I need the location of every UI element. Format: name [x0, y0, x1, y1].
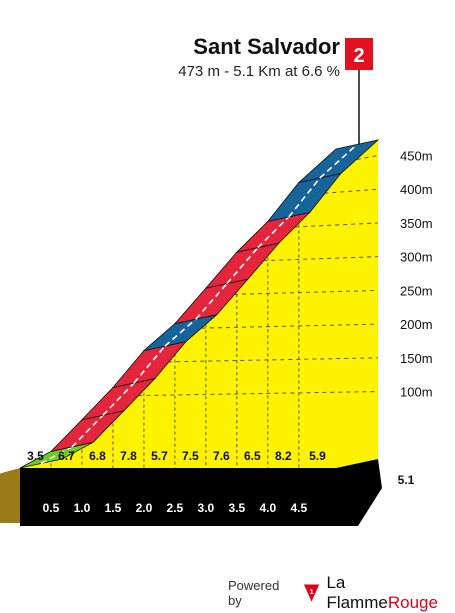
elevation-tick-label: 300m — [400, 250, 433, 265]
gradient-label: 5.7 — [151, 449, 168, 463]
gradient-label: 6.7 — [58, 449, 75, 463]
flame-rouge-flag-icon: 1 — [304, 584, 320, 602]
grid-line — [234, 289, 379, 295]
powered-by-label: Powered by — [228, 578, 280, 608]
elevation-tick-label: 350m — [400, 216, 433, 231]
base-strip — [20, 459, 382, 526]
grid-line — [168, 357, 379, 363]
km-label: 3.5 — [229, 501, 246, 515]
km-label: 0.5 — [43, 501, 60, 515]
km-label: 2.0 — [136, 501, 153, 515]
road-centerline — [40, 446, 73, 465]
gradient-label: 7.8 — [120, 449, 137, 463]
footer-brand: Powered by 1 La FlammeRouge — [228, 573, 455, 612]
climb-title: Sant Salvador — [193, 34, 340, 59]
grid-line — [263, 256, 379, 262]
km-label: 1.0 — [74, 501, 91, 515]
gradient-label: 3.5 — [27, 449, 44, 463]
gradient-label: 6.8 — [89, 449, 106, 463]
elevation-tick-label: 450m — [400, 149, 433, 164]
km-label: 3.0 — [198, 501, 215, 515]
km-label: 1.5 — [105, 501, 122, 515]
road-centerline — [195, 283, 228, 320]
brand-part-2: Rouge — [387, 593, 438, 612]
grid-line — [356, 155, 379, 161]
elevation-tick-label: 100m — [400, 385, 433, 400]
gradient-label: 7.5 — [182, 449, 199, 463]
climb-summary: 473 m - 5.1 Km at 6.6 % — [178, 63, 340, 80]
gradient-label: 6.5 — [244, 449, 261, 463]
elevation-tick-label: 150m — [400, 351, 433, 366]
grid-line — [295, 222, 379, 228]
road-centerline — [226, 247, 259, 285]
elevation-tick-label: 250m — [400, 283, 433, 298]
road-centerline — [288, 177, 321, 218]
km-label: 5.1 — [398, 473, 415, 487]
category-label: 2 — [353, 45, 364, 67]
km-label: 4.0 — [259, 501, 276, 515]
grid-line — [324, 188, 379, 194]
brand-part-1: La Flamme — [326, 573, 388, 612]
road-centerline — [133, 345, 166, 384]
category-flag — [345, 38, 373, 70]
km-label: 2.5 — [167, 501, 184, 515]
gradient-label: 8.2 — [275, 449, 292, 463]
grid-line — [201, 323, 379, 329]
gradient-label: 5.9 — [309, 449, 326, 463]
km-label: 4.5 — [290, 501, 307, 515]
gradient-label: 7.6 — [213, 449, 230, 463]
road-centerline — [71, 414, 104, 448]
road-centerline — [319, 143, 358, 179]
profile-side-wall — [0, 468, 20, 523]
road-centerline — [257, 216, 290, 249]
road-centerline — [102, 382, 135, 416]
road-centerline — [164, 318, 197, 347]
elevation-tick-label: 400m — [400, 182, 433, 197]
brand-name: La FlammeRouge — [326, 573, 455, 613]
svg-text:1: 1 — [310, 587, 315, 596]
elevation-tick-label: 200m — [400, 317, 433, 332]
